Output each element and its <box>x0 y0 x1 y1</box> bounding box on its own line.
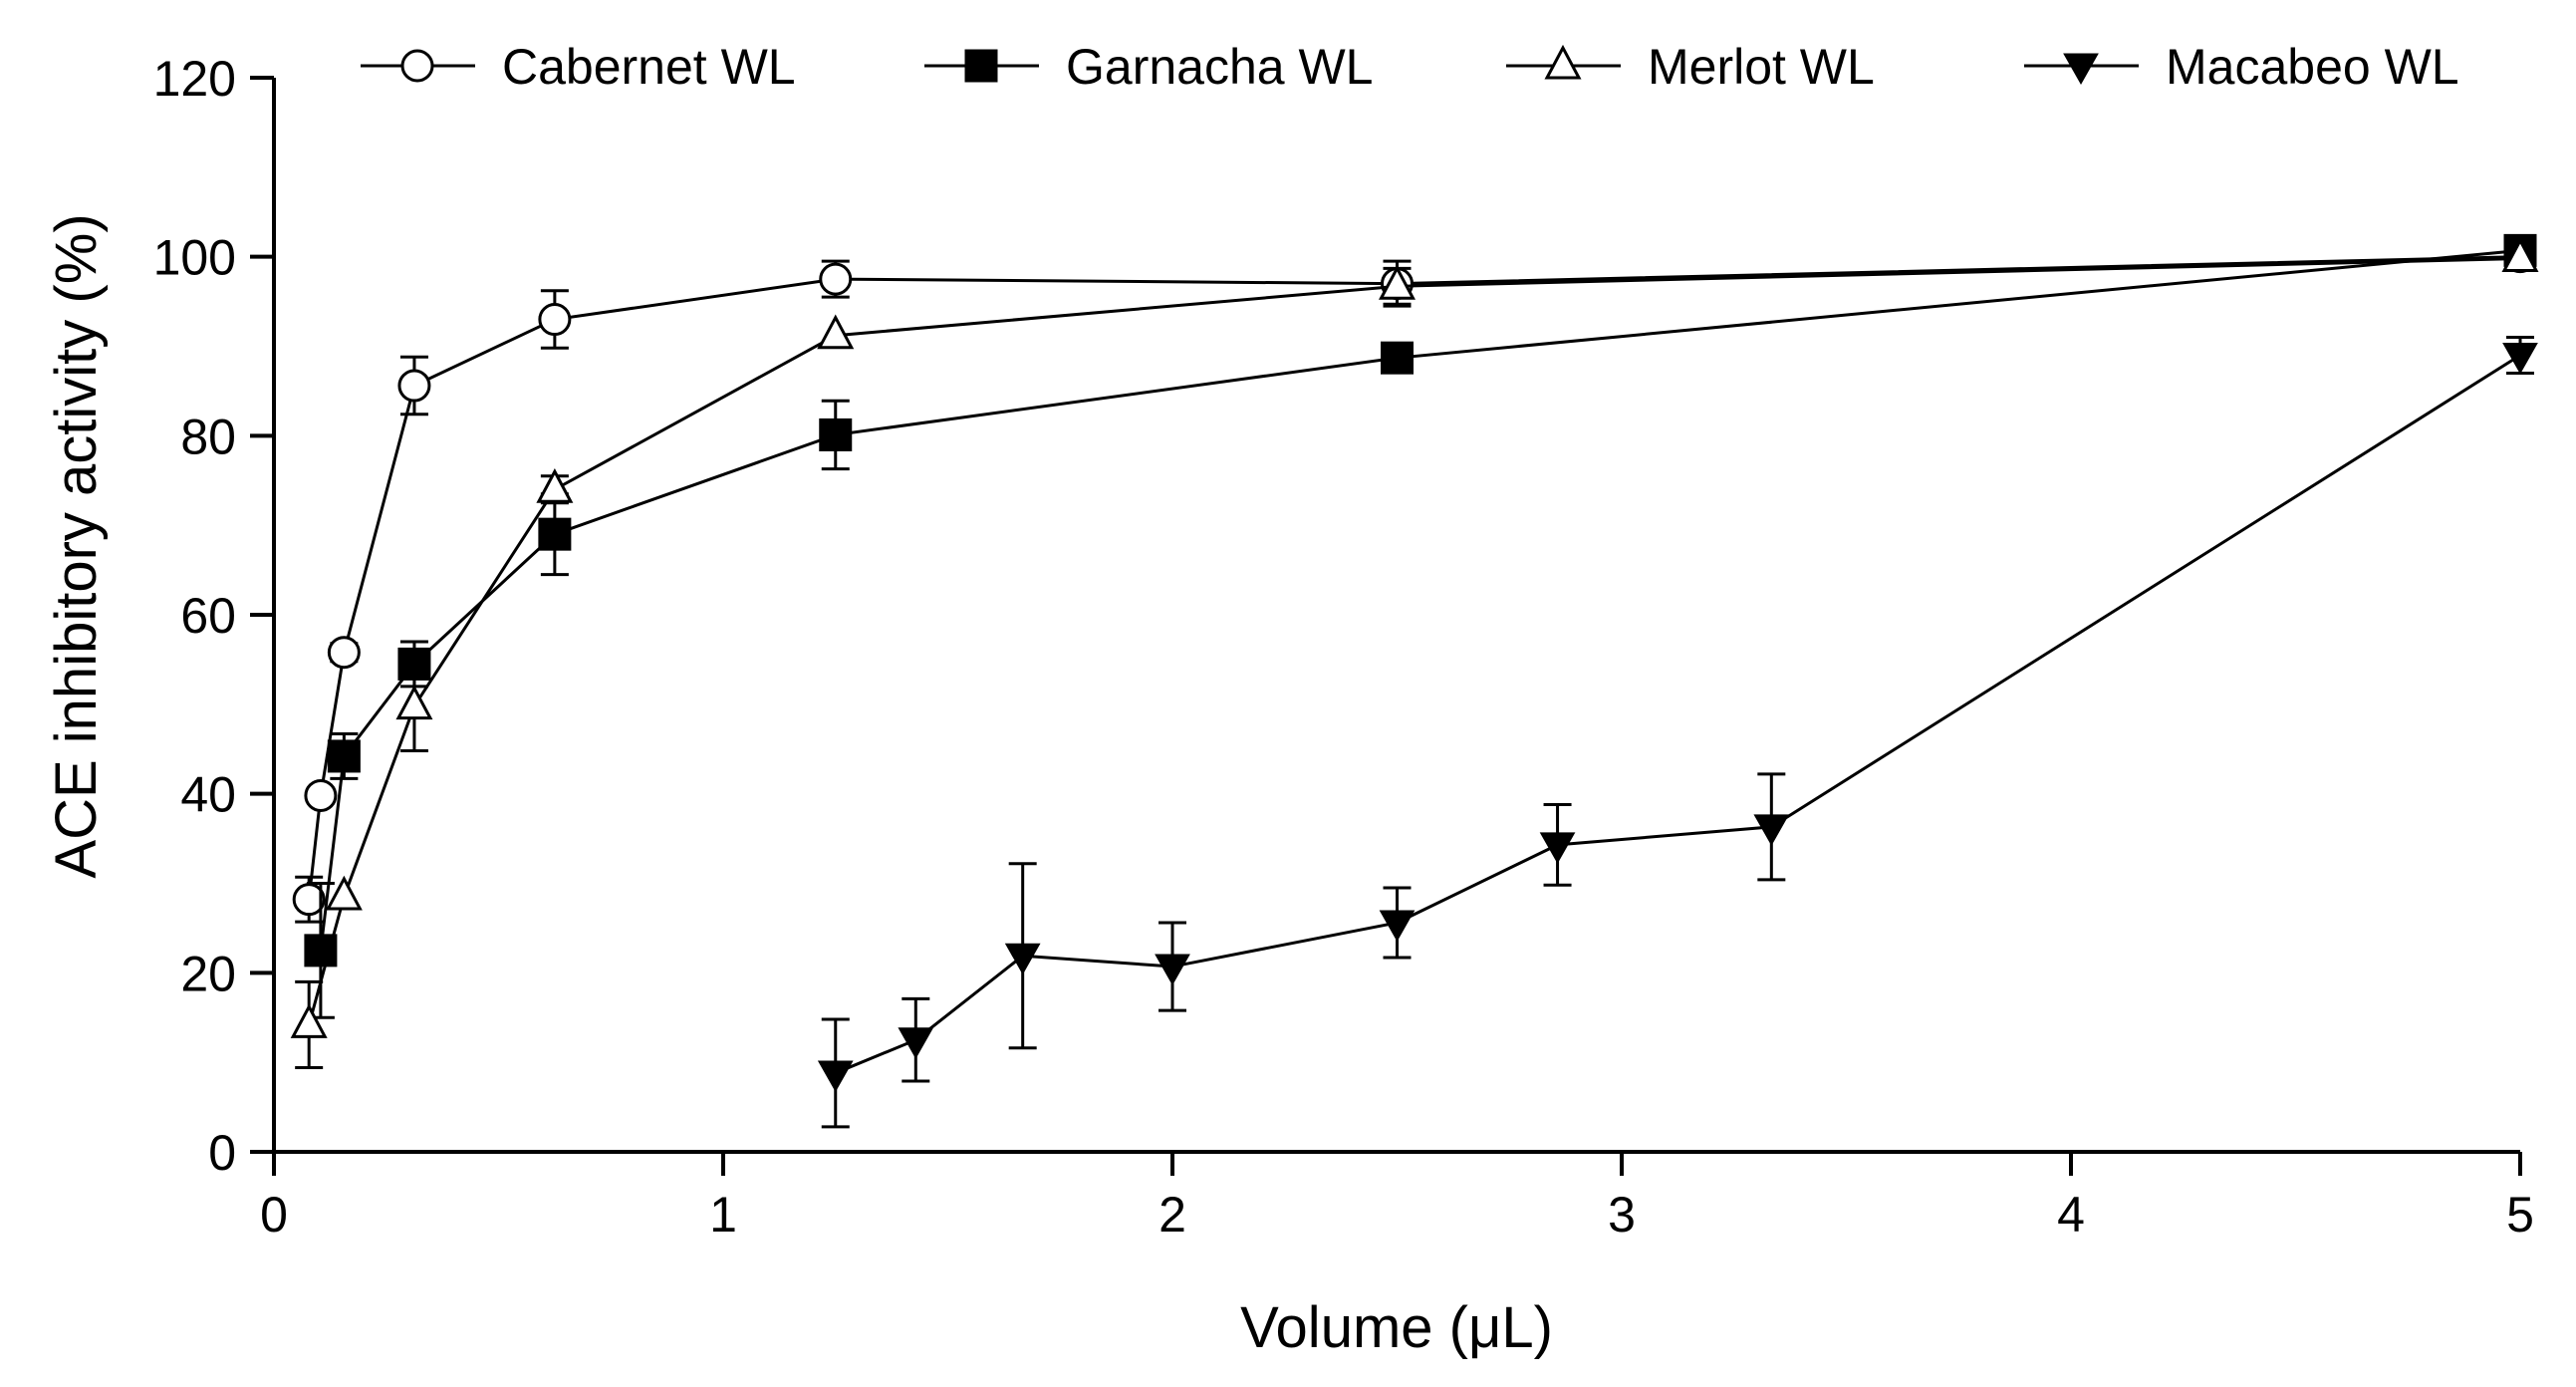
data-point <box>819 262 853 296</box>
series-garnacha-wl <box>304 233 2537 1019</box>
data-point <box>304 934 338 968</box>
data-point <box>1155 954 1190 986</box>
series-cabernet-wl <box>292 240 2537 924</box>
data-point <box>1379 265 1416 300</box>
data-point <box>290 1003 328 1038</box>
x-tick-label: 5 <box>2506 1187 2534 1243</box>
data-point <box>536 468 574 503</box>
data-point <box>1004 943 1041 975</box>
series-line <box>307 256 2521 1025</box>
data-point <box>538 517 572 551</box>
y-tick-label: 40 <box>180 767 236 823</box>
series-merlot-wl <box>290 237 2539 1070</box>
legend-label: Merlot WL <box>1648 39 1875 95</box>
y-tick-label: 80 <box>180 409 236 464</box>
data-point <box>898 1027 934 1059</box>
series-macabeo-wl <box>817 336 2538 1129</box>
legend-marker <box>2063 53 2099 86</box>
series-line <box>319 248 2521 952</box>
y-tick-label: 60 <box>180 588 236 644</box>
data-point <box>327 636 361 670</box>
y-axis-title: ACE inhibitory activity (%) <box>44 213 109 878</box>
legend-label: Macabeo WL <box>2166 39 2459 95</box>
series-line <box>307 255 2521 900</box>
data-point <box>817 314 855 350</box>
legend-item-cabernet-wl: Cabernet WL <box>361 39 796 95</box>
y-tick-label: 120 <box>153 51 236 107</box>
data-point <box>395 685 433 720</box>
axes: 0 20 40 60 80 100 120 0 1 2 3 4 5 <box>153 51 2534 1243</box>
legend-item-macabeo-wl: Macabeo WL <box>2024 39 2459 95</box>
legend-marker <box>964 49 998 83</box>
data-point <box>327 739 361 773</box>
x-tick-label: 1 <box>709 1187 737 1243</box>
data-point <box>817 1060 854 1092</box>
y-tick-label: 20 <box>180 946 236 1001</box>
data-point <box>397 369 431 403</box>
data-point <box>1379 910 1416 943</box>
legend: Cabernet WL Garnacha WL Merlot WL Macabeo W… <box>361 39 2459 95</box>
x-tick-label: 2 <box>1159 1187 1186 1243</box>
data-point <box>2501 237 2539 272</box>
legend-marker <box>400 49 434 83</box>
y-tick-label: 100 <box>153 230 236 286</box>
data-point <box>538 303 572 337</box>
data-point <box>1753 814 1790 846</box>
data-point <box>1539 832 1576 864</box>
legend-item-garnacha-wl: Garnacha WL <box>924 39 1373 95</box>
data-point <box>325 875 363 911</box>
legend-label: Cabernet WL <box>502 39 796 95</box>
x-tick-label: 4 <box>2057 1187 2085 1243</box>
legend-marker <box>1544 44 1582 80</box>
y-tick-label: 0 <box>208 1125 236 1181</box>
x-tick-label: 3 <box>1608 1187 1636 1243</box>
legend-item-merlot-wl: Merlot WL <box>1506 39 1875 95</box>
data-point <box>2502 342 2538 375</box>
x-axis-title: Volume (μL) <box>1240 1295 1553 1360</box>
data-point <box>304 778 338 812</box>
legend-label: Garnacha WL <box>1066 39 1373 95</box>
series-line <box>835 354 2521 1075</box>
x-tick-label: 0 <box>260 1187 288 1243</box>
data-point <box>819 417 853 451</box>
data-point <box>1381 341 1414 375</box>
plot-area <box>290 233 2539 1129</box>
